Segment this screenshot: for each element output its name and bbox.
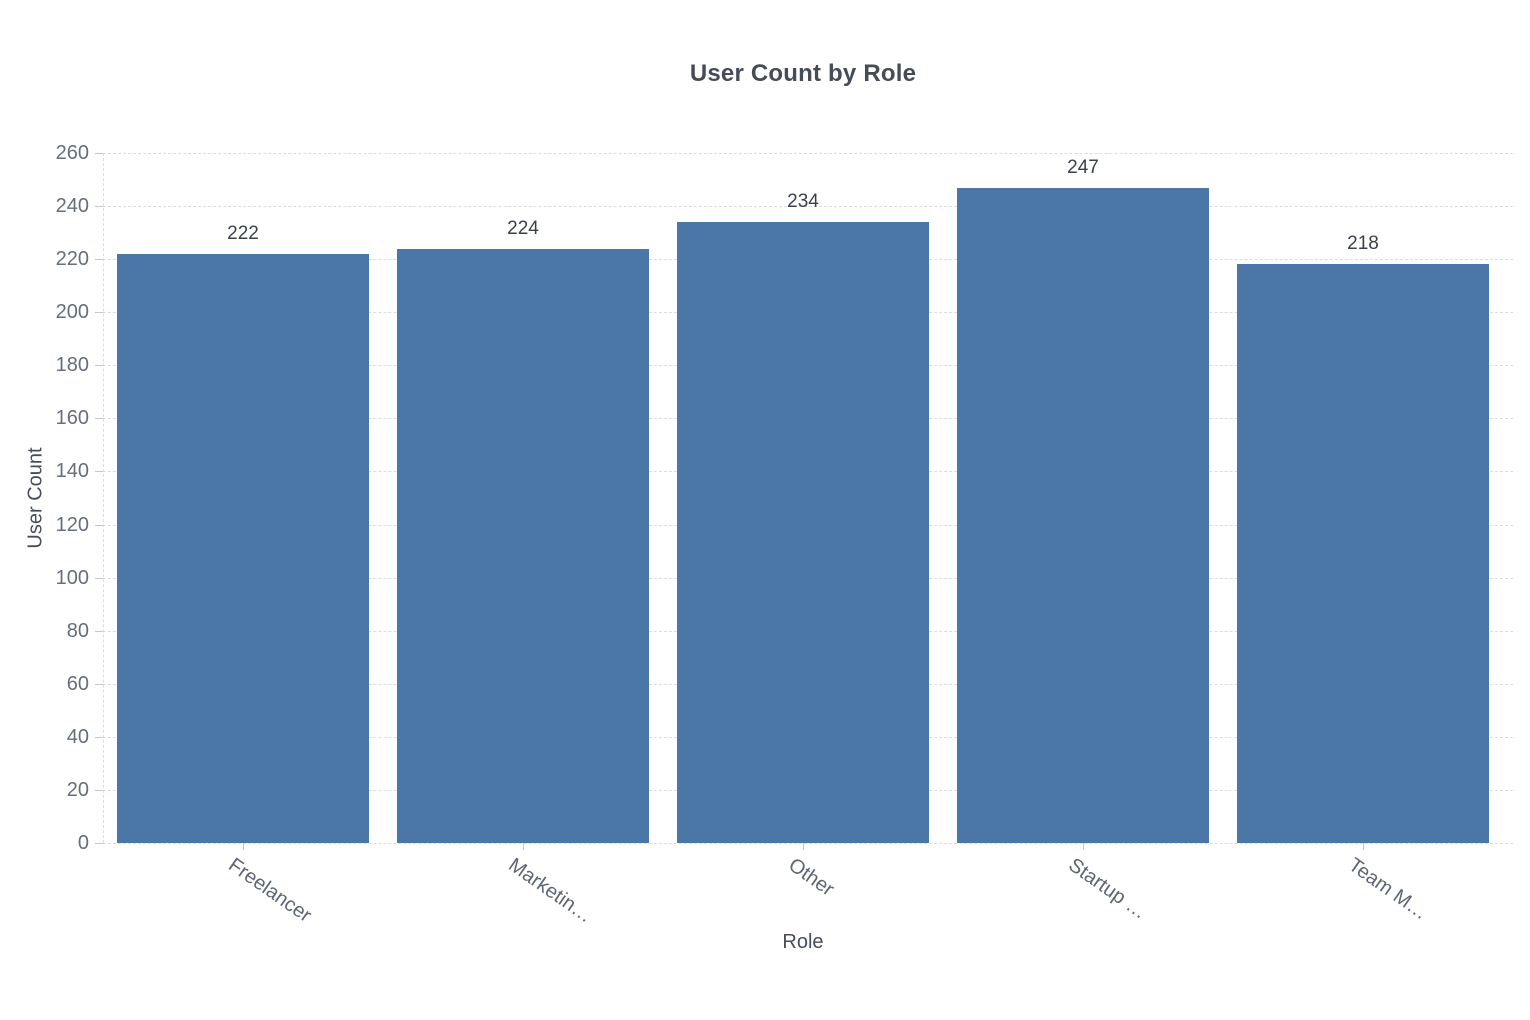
y-tick-label: 220 [55, 248, 89, 271]
y-tick-mark [95, 153, 103, 154]
y-tick-label: 260 [55, 142, 89, 164]
bar[interactable] [957, 187, 1209, 843]
y-tick-label: 0 [77, 832, 89, 854]
y-tick-label: 200 [55, 301, 89, 324]
y-tick-label: 140 [55, 460, 89, 483]
bar[interactable] [677, 222, 929, 843]
plot-area: 222 224 234 247 218 [103, 153, 1513, 844]
y-tick-mark [95, 206, 103, 208]
y-tick-mark [95, 683, 103, 685]
y-tick-mark [95, 418, 103, 420]
y-tick-mark [95, 471, 103, 473]
bar[interactable] [397, 248, 649, 843]
y-tick-mark [95, 843, 103, 844]
y-tick-label: 80 [66, 619, 89, 642]
bar[interactable] [1237, 264, 1489, 843]
y-tick-label: 20 [66, 778, 89, 801]
y-tick-mark [95, 736, 103, 738]
y-tick-mark [95, 630, 103, 632]
y-axis-line [103, 153, 104, 843]
bar-value-label: 224 [507, 217, 539, 239]
y-tick-label: 100 [55, 566, 89, 589]
x-tick-mark [243, 843, 244, 850]
gridline [103, 206, 1513, 208]
x-tick-label: Marketin… [504, 854, 597, 928]
bar[interactable] [117, 253, 369, 843]
y-tick-mark [95, 524, 103, 526]
bar-value-label: 247 [1067, 156, 1099, 178]
x-tick-label: Freelancer [224, 854, 316, 927]
y-tick-label: 240 [55, 195, 89, 218]
y-tick-mark [95, 365, 103, 367]
y-tick-label: 60 [66, 672, 89, 695]
x-tick-label: Startup … [1064, 854, 1151, 924]
x-tick-mark [1363, 843, 1364, 850]
y-tick-label: 40 [66, 725, 89, 748]
x-axis-baseline [103, 843, 1513, 844]
x-tick-mark [803, 843, 804, 850]
y-tick-mark [95, 259, 103, 261]
chart-title: User Count by Role [689, 60, 917, 87]
bar-value-label: 222 [227, 222, 259, 244]
gridline [103, 153, 1513, 154]
y-axis-title: User Count [24, 447, 47, 549]
x-tick-label: Other [784, 854, 838, 901]
y-tick-label: 180 [55, 354, 89, 377]
bar-value-label: 218 [1347, 233, 1379, 255]
y-tick-mark [95, 577, 103, 579]
x-tick-mark [523, 843, 524, 850]
x-tick-mark [1083, 843, 1084, 850]
y-tick-label: 120 [55, 513, 89, 536]
x-axis-title: Role [782, 931, 824, 953]
y-tick-mark [95, 312, 103, 314]
bar-value-label: 234 [787, 191, 819, 212]
y-tick-label: 160 [55, 407, 89, 430]
y-tick-mark [95, 789, 103, 791]
x-tick-label: Team M… [1344, 854, 1432, 925]
